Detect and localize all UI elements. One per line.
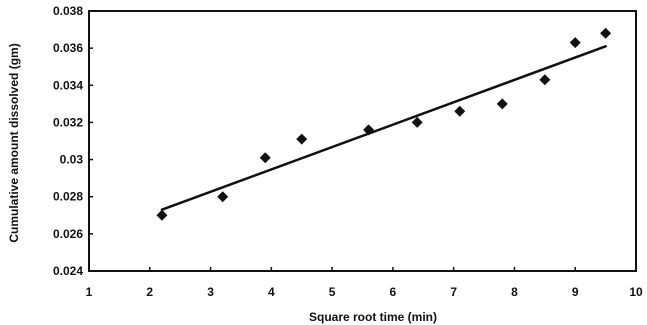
x-tick-label: 3 (207, 285, 214, 299)
axes-layer (88, 10, 637, 272)
x-tick-label: 2 (146, 285, 153, 299)
data-point-marker (363, 124, 375, 136)
y-axis-title: Cumulative amount dissolved (gm) (7, 43, 21, 242)
plot-frame (88, 10, 637, 272)
data-point-marker (569, 37, 581, 49)
ticks-layer: 1 2 3 4 5 6 7 8 9 10 0.024 0.026 0.028 0.03 0.032 0.034… (53, 4, 643, 299)
x-axis-title: Square root time (min) (309, 310, 437, 324)
x-tick-label: 9 (572, 285, 579, 299)
data-point-marker (454, 105, 466, 117)
y-tick-label: 0.032 (53, 115, 83, 129)
data-point-marker (156, 209, 168, 221)
y-tick-label: 0.034 (53, 78, 83, 92)
x-tick-label: 10 (629, 285, 643, 299)
y-tick-label: 0.024 (53, 264, 83, 278)
x-tick-label: 1 (86, 285, 93, 299)
data-point-marker (411, 116, 423, 128)
x-tick-label: 5 (329, 285, 336, 299)
data-point-marker (496, 98, 508, 110)
data-point-marker (217, 191, 229, 203)
x-tick-label: 7 (450, 285, 457, 299)
y-tick-label: 0.036 (53, 41, 83, 55)
data-point-marker (259, 152, 271, 164)
x-tick-label: 6 (390, 285, 397, 299)
data-point-marker (539, 74, 551, 86)
y-tick-label: 0.026 (53, 227, 83, 241)
data-point-marker (600, 27, 612, 39)
x-tick-label: 4 (268, 285, 275, 299)
x-tick-label: 8 (511, 285, 518, 299)
data-point-marker (296, 133, 308, 145)
points-layer (156, 27, 612, 221)
y-tick-label: 0.03 (60, 153, 84, 167)
y-tick-label: 0.028 (53, 190, 83, 204)
trendline (160, 45, 607, 211)
trendline-layer (160, 45, 607, 211)
y-tick-label: 0.038 (53, 4, 83, 18)
